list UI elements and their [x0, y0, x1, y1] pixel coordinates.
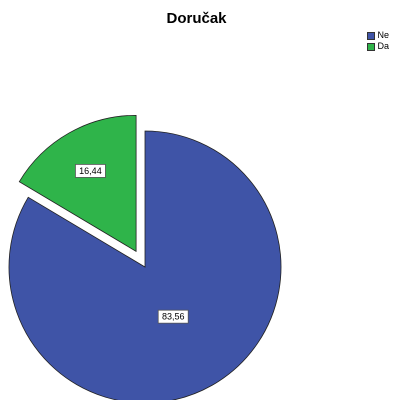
legend-item-da: Da [367, 41, 389, 52]
svg-text:16,44: 16,44 [79, 166, 102, 176]
slice-label-da: 16,44 [75, 164, 106, 178]
legend-item-ne: Ne [367, 30, 389, 41]
legend-swatch-ne [367, 31, 376, 40]
legend-label-ne: Ne [377, 30, 389, 40]
chart-title: Doručak [166, 10, 227, 27]
svg-text:83,56: 83,56 [162, 312, 185, 322]
slice-label-ne: 83,56 [157, 309, 189, 324]
pie-slice-da [18, 114, 137, 253]
legend-swatch-da [367, 42, 376, 51]
pie-slice-ne [8, 130, 282, 400]
legend: Ne Da [367, 30, 389, 52]
legend-label-da: Da [377, 41, 389, 51]
